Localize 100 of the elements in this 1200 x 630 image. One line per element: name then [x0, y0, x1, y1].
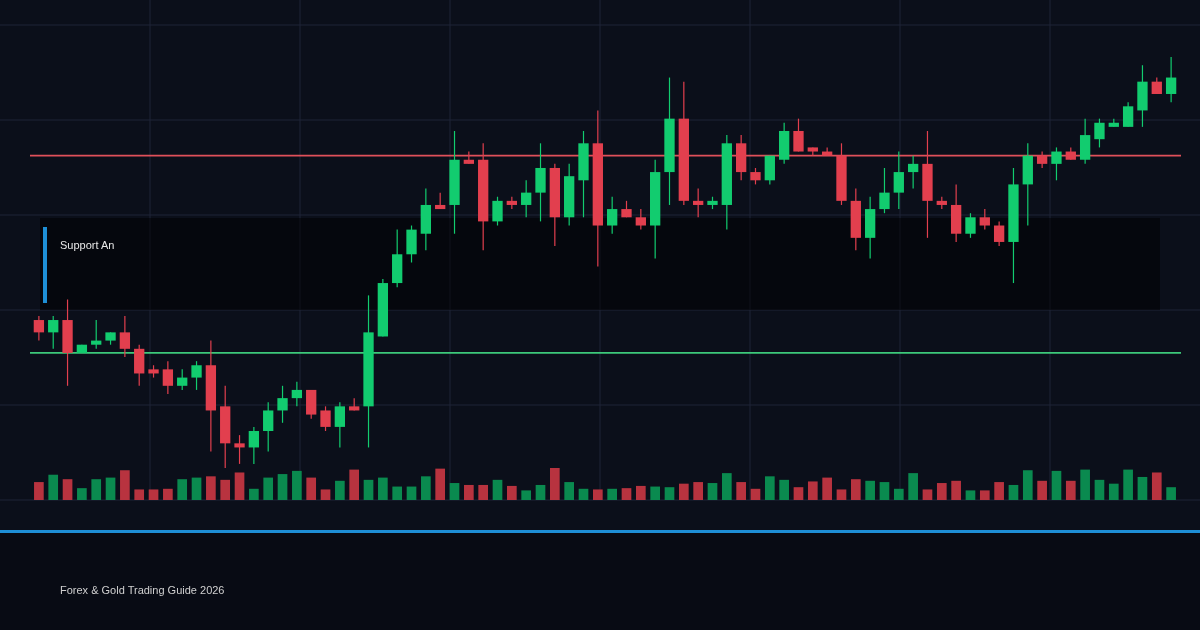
bar [406, 486, 417, 500]
candlestick [793, 118, 804, 153]
bar [1022, 470, 1033, 500]
candlestick [635, 208, 646, 231]
bar [363, 479, 374, 500]
bar [120, 470, 130, 500]
bar [1151, 472, 1162, 500]
bar [578, 488, 589, 500]
bar [306, 477, 317, 500]
bar [965, 490, 976, 500]
bar [1080, 469, 1090, 500]
bar [693, 482, 703, 500]
candlestick [907, 155, 919, 190]
bar [163, 488, 173, 500]
bar [91, 479, 102, 500]
bar [263, 477, 274, 500]
bar [1065, 480, 1076, 500]
bar [865, 480, 875, 500]
bar [1166, 487, 1176, 500]
candlestick [821, 146, 833, 157]
candlestick [234, 434, 245, 465]
bar [879, 482, 890, 500]
candlestick [492, 196, 503, 227]
candlestick [1165, 56, 1177, 103]
bar [105, 477, 116, 500]
bar [77, 488, 87, 500]
candlestick [191, 360, 202, 391]
bar [893, 488, 904, 500]
annotation: Support An [60, 239, 115, 251]
bar [492, 479, 503, 500]
bar [564, 482, 575, 500]
bar [793, 487, 804, 500]
bar [34, 482, 44, 500]
bar [1051, 470, 1062, 500]
bar [449, 483, 460, 500]
bar [750, 488, 761, 500]
bar [550, 468, 560, 500]
bar [850, 479, 861, 500]
bar [607, 488, 617, 500]
bar [421, 476, 431, 500]
bar [148, 489, 159, 500]
candlestick [965, 212, 976, 239]
candlestick [1122, 101, 1134, 128]
text: Forex & Gold Trading Guide 2026 [60, 584, 225, 596]
candlestick [607, 196, 618, 235]
bar [822, 477, 832, 500]
bar [464, 484, 474, 500]
bar [593, 489, 603, 500]
bar [134, 489, 145, 500]
bar [1137, 476, 1148, 500]
candlestick [893, 150, 904, 210]
candlestick [48, 315, 59, 350]
candlestick [521, 179, 532, 218]
candlestick [320, 405, 331, 432]
bar [1123, 469, 1133, 500]
candlestick [291, 381, 303, 407]
candlestick [177, 368, 188, 391]
bar [936, 483, 947, 500]
bar [378, 477, 388, 500]
bar [779, 479, 789, 500]
bar [979, 490, 990, 500]
bar [292, 470, 302, 500]
bar [1108, 483, 1119, 500]
bar [951, 480, 961, 500]
bar [994, 482, 1004, 500]
candlestick [979, 208, 990, 231]
bar [478, 484, 489, 500]
candlestick [33, 315, 45, 342]
bar [220, 479, 231, 500]
bar [764, 476, 775, 500]
bar [191, 477, 202, 500]
candlestick [693, 187, 704, 218]
candlestick [993, 220, 1005, 247]
bar [678, 483, 689, 500]
bar [721, 473, 732, 500]
bar [635, 485, 646, 500]
bar [908, 473, 918, 500]
bar [249, 488, 259, 500]
bar [177, 479, 188, 500]
candlestick [1051, 146, 1062, 181]
bar [392, 486, 403, 500]
candlestick [1094, 118, 1105, 149]
bar [48, 474, 59, 500]
bar [535, 484, 546, 500]
candlestick [277, 385, 288, 424]
bar [62, 479, 73, 500]
candlestick [162, 360, 174, 395]
bar [807, 481, 818, 500]
candlestick [248, 426, 260, 465]
bar [707, 483, 718, 500]
bar [664, 487, 675, 500]
bar [621, 488, 632, 500]
bar [349, 469, 360, 500]
bar [736, 482, 746, 500]
bar [1094, 479, 1105, 500]
bar [650, 486, 660, 500]
bar [206, 476, 216, 500]
candlestick [263, 401, 274, 453]
bar [836, 489, 847, 500]
bar [521, 490, 532, 500]
